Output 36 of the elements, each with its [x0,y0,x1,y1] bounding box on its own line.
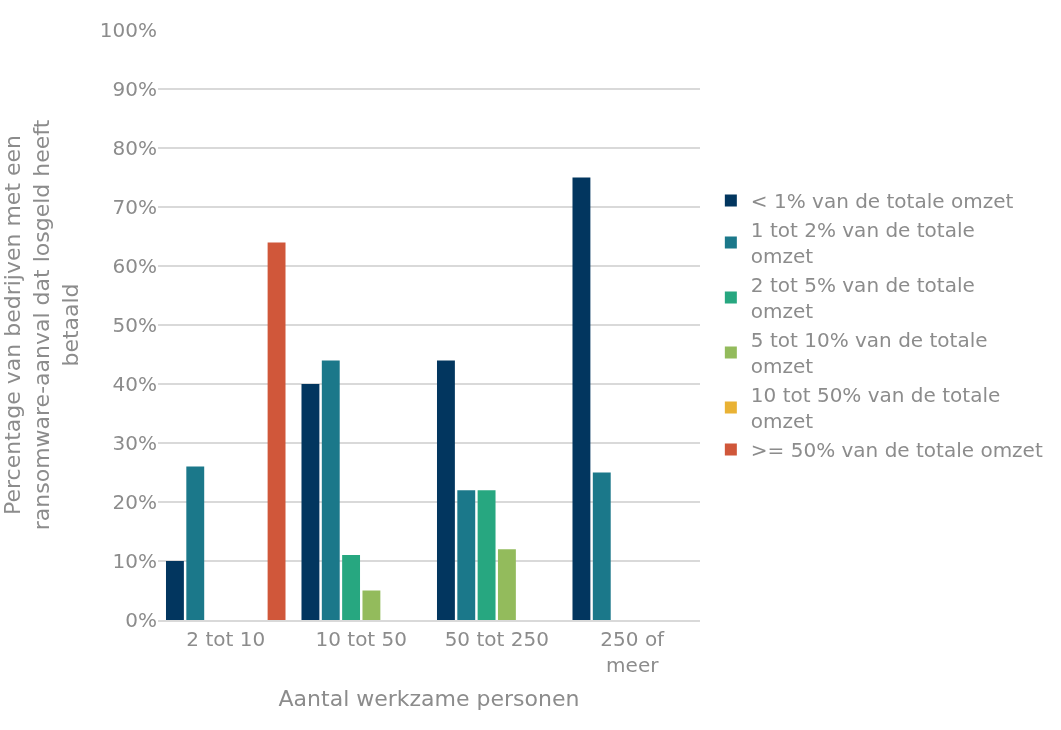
y-tick-label: 70% [112,195,157,219]
bar [497,549,516,620]
bar [572,177,591,620]
bar [321,360,340,620]
y-tick-label: 30% [112,431,157,455]
bar [362,590,381,620]
y-tick-label: 0% [125,608,157,632]
x-axis-title: Aantal werkzame personen [278,686,580,712]
y-tick-label: 10% [112,549,157,573]
y-tick-label: 100% [99,18,157,42]
bar [457,490,476,620]
y-tick-label: 50% [112,313,157,337]
legend-label: 10 tot 50% van de totale omzet [750,383,1001,434]
bar [592,472,611,620]
legend-label: >= 50% van de totale omzet [750,438,1043,463]
legend-label: 2 tot 5% van de totale omzet [750,273,975,324]
bar [165,561,184,620]
bar [477,490,496,620]
legend-label: 1 tot 2% van de totale omzet [750,218,975,269]
x-tick-label: 10 tot 50 [315,626,408,651]
y-tick-label: 80% [112,136,157,160]
legend-label: 5 tot 10% van de totale omzet [750,328,988,379]
y-tick-label: 90% [112,77,157,101]
x-tick-label: 50 tot 250 [444,626,549,651]
x-tick-label: 250 of meer [600,626,666,677]
y-tick-label: 40% [112,372,157,396]
y-tick-label: 60% [112,254,157,278]
legend-label: < 1% van de totale omzet [750,189,1014,214]
y-tick-label: 20% [112,490,157,514]
x-tick-label: 2 tot 10 [186,626,266,651]
bar [436,360,455,620]
bar [186,466,205,620]
bar [301,384,320,620]
bar [342,555,361,620]
y-axis-title: Percentage van bedrijven met een ransomware-aanval dat losgeld heeft betaald [0,119,83,531]
bar [267,242,286,620]
